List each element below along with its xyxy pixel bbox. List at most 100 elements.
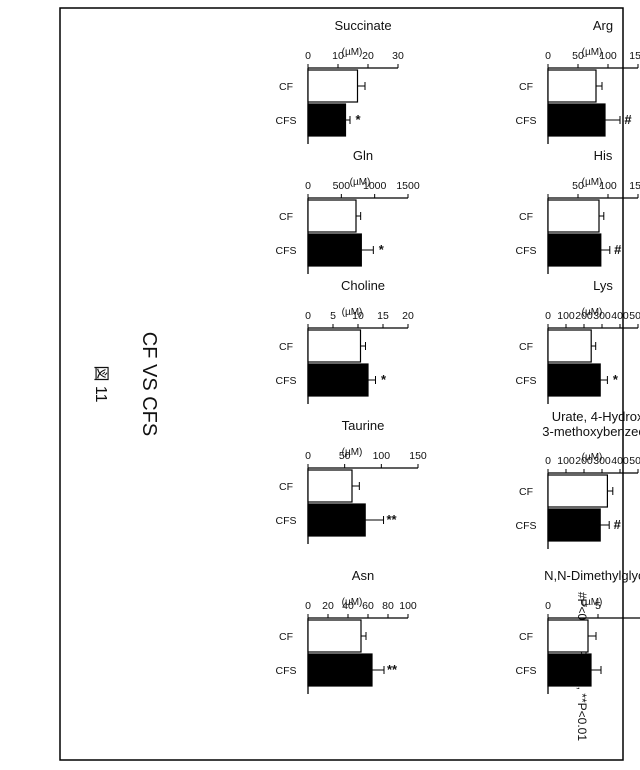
bar-cfs — [548, 364, 600, 396]
bar-cf — [548, 330, 591, 362]
chart-title: Choline — [341, 278, 385, 293]
y-tick-label: 100 — [557, 455, 575, 467]
bar-cf — [548, 70, 596, 102]
bar-cf — [548, 200, 599, 232]
category-label: CF — [279, 81, 293, 93]
y-tick-label: 100 — [373, 450, 391, 462]
y-tick-label: 5 — [595, 600, 601, 612]
significance-marker: ** — [387, 662, 398, 677]
y-tick-label: 150 — [629, 50, 640, 62]
chart-title: N,N-Dimethylglycine — [544, 568, 640, 583]
panel-his: His(µM)50100150CFCFS# — [516, 148, 640, 274]
y-tick-label: 20 — [322, 600, 334, 612]
chart-title: His — [594, 148, 613, 163]
y-tick-label: 60 — [362, 600, 374, 612]
chart-title-line2: 3-methoxybenzeoate — [542, 424, 640, 439]
y-tick-label: 0 — [545, 600, 551, 612]
significance-marker: * — [379, 242, 385, 257]
y-tick-label: 100 — [599, 180, 617, 192]
y-tick-label: 100 — [557, 310, 575, 322]
y-tick-label: 0 — [305, 180, 311, 192]
bar-cf — [308, 70, 358, 102]
bar-cfs — [548, 654, 591, 686]
chart-title: Succinate — [334, 18, 391, 33]
y-tick-label: 400 — [611, 455, 629, 467]
bar-cfs — [308, 654, 372, 686]
category-label: CFS — [276, 665, 297, 677]
y-tick-label: 150 — [409, 450, 427, 462]
bar-cf — [548, 620, 588, 652]
category-label: CF — [279, 481, 293, 493]
y-tick-label: 0 — [305, 450, 311, 462]
panel-succinate: Succinate(µM)0102030CFCFS* — [276, 18, 404, 144]
bar-cfs — [548, 234, 601, 266]
category-label: CF — [279, 631, 293, 643]
bar-cf — [308, 200, 356, 232]
bar-cfs — [548, 509, 600, 541]
y-tick-label: 0 — [545, 50, 551, 62]
chart-title: Urate, 4-Hydroxy- — [552, 409, 640, 424]
panel-choline: Choline(µM)05101520CFCFS* — [276, 278, 414, 404]
y-tick-label: 50 — [572, 180, 584, 192]
y-tick-label: 0 — [545, 310, 551, 322]
category-label: CFS — [276, 375, 297, 387]
significance-marker: ** — [386, 512, 397, 527]
y-tick-label: 0 — [305, 600, 311, 612]
y-tick-label: 15 — [377, 310, 389, 322]
y-tick-label: 0 — [545, 455, 551, 467]
y-tick-label: 5 — [330, 310, 336, 322]
y-tick-label: 50 — [339, 450, 351, 462]
y-tick-label: 20 — [402, 310, 414, 322]
significance-marker: * — [355, 112, 361, 127]
y-tick-label: 0 — [305, 310, 311, 322]
category-label: CF — [519, 631, 533, 643]
y-tick-label: 300 — [593, 310, 611, 322]
category-label: CFS — [516, 520, 537, 532]
significance-marker: # — [614, 242, 622, 257]
significance-marker: * — [381, 372, 387, 387]
y-tick-label: 200 — [575, 310, 593, 322]
category-label: CF — [519, 486, 533, 498]
chart-title: Taurine — [342, 418, 385, 433]
y-tick-label: 150 — [629, 180, 640, 192]
category-label: CF — [519, 81, 533, 93]
y-tick-label: 500 — [333, 180, 351, 192]
y-tick-label: 30 — [392, 50, 404, 62]
bar-cfs — [308, 234, 361, 266]
y-tick-label: 20 — [362, 50, 374, 62]
panel-gln: Gln(µM)050010001500CFCFS* — [276, 148, 420, 274]
category-label: CF — [279, 211, 293, 223]
y-tick-label: 500 — [629, 455, 640, 467]
chart-title: Asn — [352, 568, 374, 583]
y-tick-label: 100 — [599, 50, 617, 62]
y-tick-label: 80 — [382, 600, 394, 612]
y-tick-label: 10 — [352, 310, 364, 322]
figure-heading: CF VS CFS — [138, 332, 160, 436]
panel-asn: Asn(µM)020406080100CFCFS** — [276, 568, 417, 694]
y-tick-label: 100 — [399, 600, 417, 612]
y-tick-label: 50 — [572, 50, 584, 62]
category-label: CF — [519, 211, 533, 223]
y-tick-label: 40 — [342, 600, 354, 612]
bar-cfs — [308, 504, 365, 536]
panel-urate-4-hydroxy: Urate, 4-Hydroxy-3-methoxybenzeoate(µM)0… — [516, 409, 640, 549]
panel-arg: Arg(µM)050100150CFCFS# — [516, 18, 640, 144]
chart-title: Lys — [593, 278, 613, 293]
category-label: CF — [519, 341, 533, 353]
panel-n-n-dimethylglycine: N,N-Dimethylglycine(µM)0510CFCFS — [516, 568, 640, 694]
bar-cfs — [308, 104, 346, 136]
significance-marker: # — [614, 517, 622, 532]
bar-cfs — [548, 104, 605, 136]
bar-cfs — [308, 364, 368, 396]
category-label: CFS — [276, 515, 297, 527]
y-tick-label: 500 — [629, 310, 640, 322]
figure-label: 図 11 — [92, 365, 109, 402]
category-label: CF — [279, 341, 293, 353]
category-label: CFS — [516, 665, 537, 677]
y-tick-label: 0 — [305, 50, 311, 62]
panel-lys: Lys(µM)0100200300400500CFCFS* — [516, 278, 640, 404]
category-label: CFS — [516, 115, 537, 127]
y-tick-label: 1500 — [396, 180, 420, 192]
unit-label: (µM) — [342, 47, 363, 58]
